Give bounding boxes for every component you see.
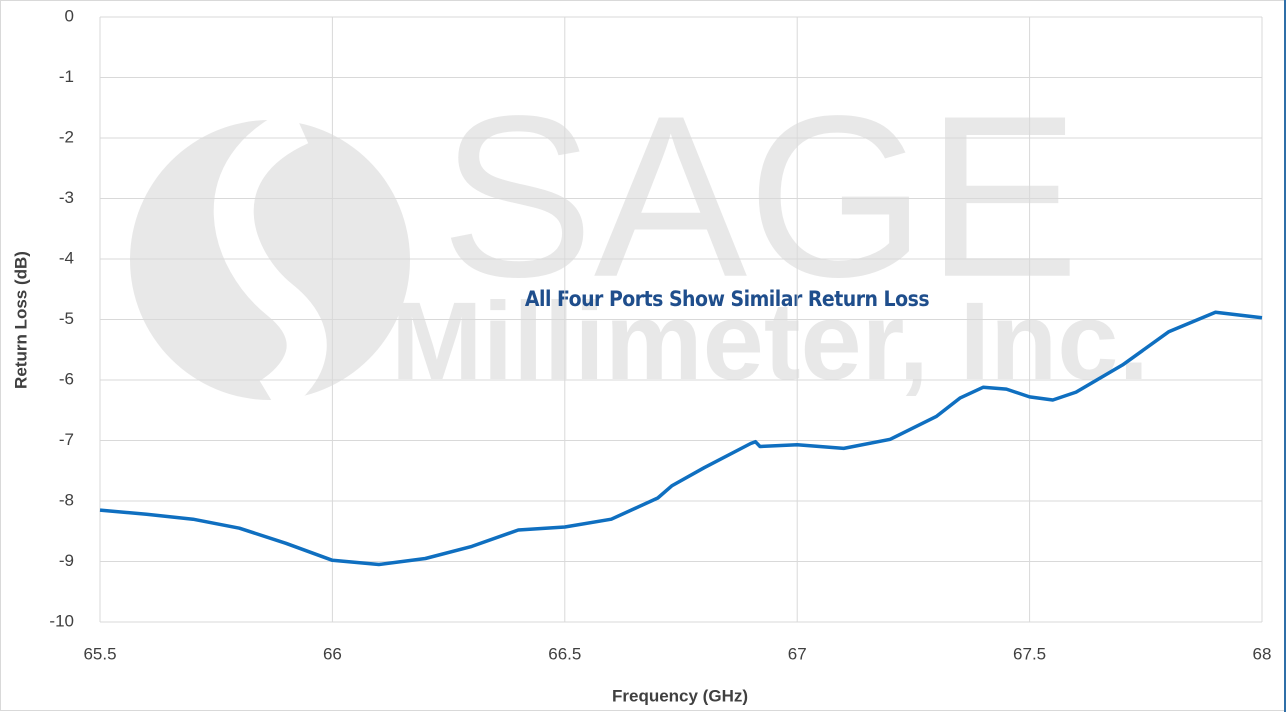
y-tick-label: -4 xyxy=(59,248,74,267)
y-tick-label: -8 xyxy=(59,490,74,509)
x-tick-label: 67.5 xyxy=(1013,644,1046,663)
y-tick-label: -3 xyxy=(59,188,74,207)
y-axis-label: Return Loss (dB) xyxy=(11,251,30,389)
data-line xyxy=(99,310,1263,567)
watermark-text: SAGE xyxy=(440,68,1079,325)
y-tick-label: 0 xyxy=(65,6,74,25)
x-tick-label: 67 xyxy=(788,644,807,663)
watermark-text: Millimeter, Inc. xyxy=(391,280,1149,403)
x-axis-label: Frequency (GHz) xyxy=(612,686,748,705)
annotation: All Four Ports Show Similar Return Loss xyxy=(525,287,929,311)
y-tick-label: -10 xyxy=(49,611,74,630)
watermark-logo xyxy=(130,120,410,400)
x-tick-label: 66 xyxy=(323,644,342,663)
y-tick-label: -1 xyxy=(59,67,74,86)
x-tick-label: 68 xyxy=(1253,644,1272,663)
x-tick-label: 65.5 xyxy=(83,644,116,663)
y-tick-label: -6 xyxy=(59,369,74,388)
x-tick-label: 66.5 xyxy=(548,644,581,663)
y-tick-label: -7 xyxy=(59,430,74,449)
y-tick-label: -5 xyxy=(59,309,74,328)
y-tick-label: -2 xyxy=(59,127,74,146)
watermark: SAGE Millimeter, Inc. xyxy=(130,68,1149,416)
watermark-logo-swirl xyxy=(213,106,327,416)
y-tick-label: -9 xyxy=(59,551,74,570)
